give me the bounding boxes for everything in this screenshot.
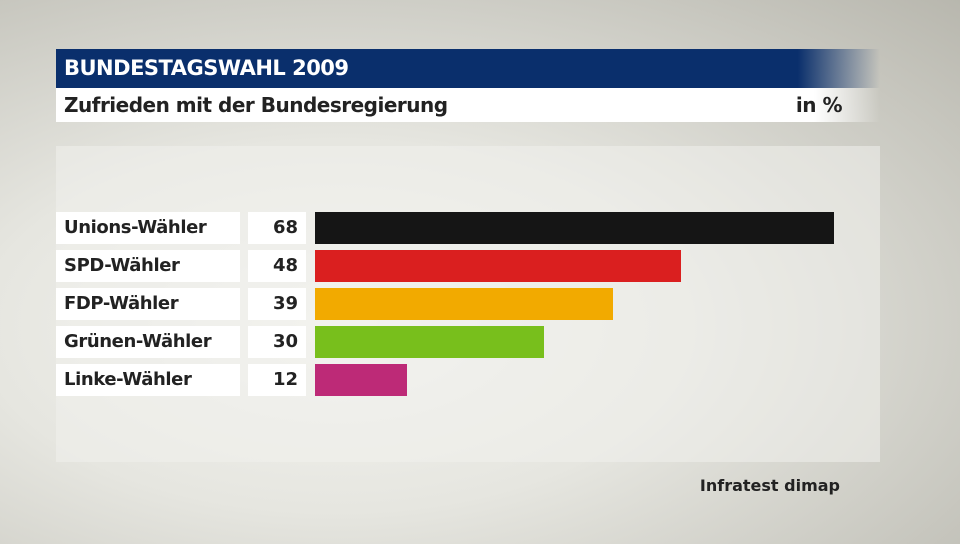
bar [315, 364, 407, 396]
bar [315, 212, 834, 244]
category-label: Unions-Wähler [56, 212, 240, 244]
category-label: Linke-Wähler [56, 364, 240, 396]
source-label: Infratest dimap [699, 476, 840, 495]
value-label: 48 [248, 250, 306, 282]
category-label: Grünen-Wähler [56, 326, 240, 358]
category-label: SPD-Wähler [56, 250, 240, 282]
unit-label: in % [795, 93, 843, 117]
chart-title: BUNDESTAGSWAHL 2009 [64, 56, 349, 80]
value-label: 39 [248, 288, 306, 320]
subtitle-bar: Zufrieden mit der Bundesregierung in % [56, 88, 880, 122]
bar [315, 288, 613, 320]
chart-subtitle: Zufrieden mit der Bundesregierung [64, 93, 448, 117]
value-label: 30 [248, 326, 306, 358]
value-label: 68 [248, 212, 306, 244]
bar [315, 250, 682, 282]
category-label: FDP-Wähler [56, 288, 240, 320]
value-label: 12 [248, 364, 306, 396]
chart-title-bar: BUNDESTAGSWAHL 2009 [56, 49, 880, 88]
bar [315, 326, 544, 358]
